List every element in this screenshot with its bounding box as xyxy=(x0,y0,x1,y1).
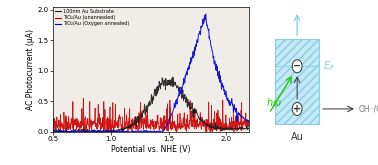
Text: $E_F$: $E_F$ xyxy=(323,59,335,73)
Bar xyxy=(275,39,319,124)
Circle shape xyxy=(292,60,302,73)
Text: +: + xyxy=(293,104,301,114)
Bar xyxy=(275,39,319,124)
Legend: 100nm Au Substrate, TiO₂/Au (unannealed), TiO₂/Au (Oxygen annealed): 100nm Au Substrate, TiO₂/Au (unannealed)… xyxy=(54,8,130,27)
Circle shape xyxy=(292,102,302,116)
X-axis label: Potential vs. NHE (V): Potential vs. NHE (V) xyxy=(112,145,191,154)
Text: −: − xyxy=(293,61,301,71)
Text: $h\omega$: $h\omega$ xyxy=(265,96,282,108)
Text: Au: Au xyxy=(291,132,304,142)
Text: OH⁻/O₂: OH⁻/O₂ xyxy=(359,104,378,113)
Y-axis label: AC Photocurrent (μA): AC Photocurrent (μA) xyxy=(26,29,35,110)
